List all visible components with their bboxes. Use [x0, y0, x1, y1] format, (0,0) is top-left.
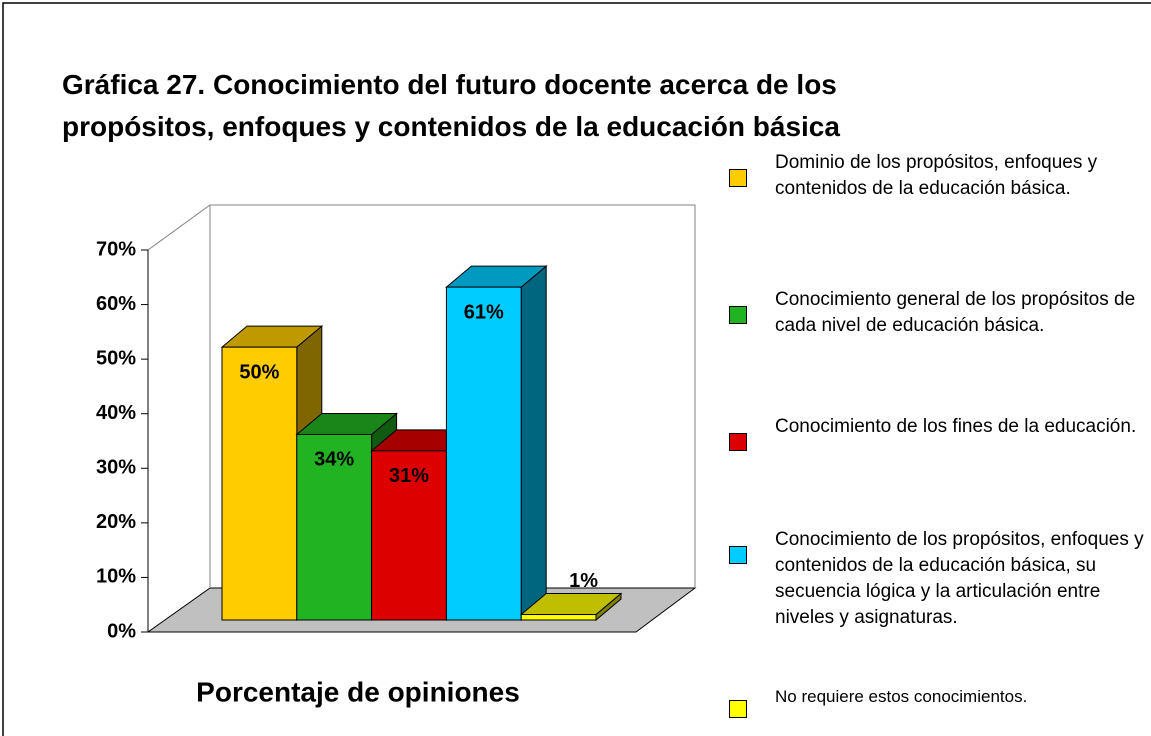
- bar-side: [520, 265, 547, 622]
- bar: [520, 614, 597, 621]
- bar: [445, 286, 522, 621]
- value-label: 34%: [314, 449, 354, 471]
- legend-label: No requiere estos conocimientos.: [775, 687, 1028, 706]
- legend-swatch: [729, 433, 747, 451]
- value-label: 1%: [569, 570, 598, 592]
- y-tick-label: 50%: [96, 347, 136, 369]
- y-tick-label: 0%: [107, 620, 136, 642]
- category-label: Porcentaje de opiniones: [196, 676, 520, 707]
- bar: [221, 346, 298, 621]
- y-tick-label: 40%: [96, 402, 136, 424]
- legend-label: Dominio de los propósitos, enfoques y co…: [775, 152, 1098, 199]
- y-tick-label: 20%: [96, 511, 136, 533]
- legend-swatch: [729, 700, 747, 718]
- chart-title: Gráfica 27. Conocimiento del futuro doce…: [62, 69, 840, 142]
- value-label: 50%: [239, 361, 279, 383]
- bar: [371, 450, 447, 621]
- y-tick-label: 60%: [96, 293, 136, 315]
- legend-label: Conocimiento general de los propósitos d…: [775, 289, 1136, 336]
- y-tick-label: 10%: [96, 566, 136, 588]
- value-label: 31%: [389, 465, 429, 487]
- value-label: 61%: [464, 301, 504, 323]
- y-tick-label: 70%: [96, 238, 136, 260]
- legend-label: Conocimiento de los propósitos, enfoques…: [775, 529, 1144, 628]
- legend-label: Conocimiento de los fines de la educació…: [775, 416, 1137, 437]
- legend-swatch: [729, 306, 747, 324]
- bar: [296, 433, 373, 621]
- legend-swatch: [729, 546, 747, 564]
- legend-swatch: [729, 169, 747, 187]
- y-tick-label: 30%: [96, 457, 136, 479]
